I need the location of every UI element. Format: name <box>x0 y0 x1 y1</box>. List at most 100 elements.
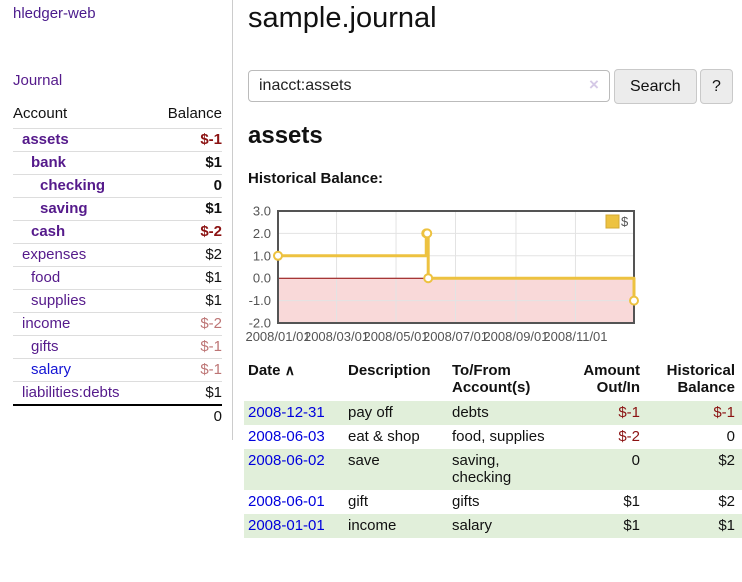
search-button[interactable]: Search <box>614 69 697 104</box>
account-balance: $-2 <box>151 312 222 336</box>
account-link-expenses[interactable]: expenses <box>22 246 87 263</box>
account-balance: $1 <box>151 381 222 405</box>
svg-text:2.0: 2.0 <box>253 226 271 241</box>
account-row: cash $-2 <box>13 220 222 244</box>
transaction-description: pay off <box>348 404 393 421</box>
account-link-checking[interactable]: checking <box>40 177 106 194</box>
account-balance: $-1 <box>151 358 222 382</box>
register-row: 2008-06-03 eat & shop food, supplies $-2… <box>244 425 742 449</box>
transaction-description: gift <box>348 493 369 510</box>
transaction-date-link[interactable]: 2008-06-02 <box>248 452 325 469</box>
account-balance: $-2 <box>151 220 222 244</box>
account-balance: 0 <box>151 174 222 198</box>
account-link-saving[interactable]: saving <box>40 200 88 217</box>
account-link-salary[interactable]: salary <box>31 361 72 378</box>
account-row: liabilities:debts $1 <box>13 381 222 405</box>
transaction-balance: $2 <box>718 452 735 469</box>
accounts-header-balance: Balance <box>167 105 222 122</box>
help-button[interactable]: ? <box>700 69 733 104</box>
account-link-gifts[interactable]: gifts <box>31 338 59 355</box>
transaction-amount: $1 <box>623 517 640 534</box>
svg-text:0.0: 0.0 <box>253 271 271 286</box>
account-row: gifts $-1 <box>13 335 222 359</box>
main-content: sample.journal × Search ? assets Histori… <box>244 0 742 582</box>
svg-text:1.0: 1.0 <box>253 248 271 263</box>
account-row: income $-2 <box>13 312 222 336</box>
account-link-supplies[interactable]: supplies <box>31 292 87 309</box>
account-link-liabilities-debts[interactable]: liabilities:debts <box>22 384 120 401</box>
account-row: expenses $2 <box>13 243 222 267</box>
account-row: assets $-1 <box>13 128 222 152</box>
account-balance: $1 <box>151 289 222 313</box>
transaction-description: eat & shop <box>348 428 420 445</box>
transaction-accounts: gifts <box>452 493 480 510</box>
account-link-cash[interactable]: cash <box>31 223 66 240</box>
accounts-table: Account Balance assets $-1 bank $1 check… <box>13 98 222 428</box>
transaction-date-link[interactable]: 2008-06-03 <box>248 428 325 445</box>
account-link-income[interactable]: income <box>22 315 71 332</box>
svg-text:2008/09/01: 2008/09/01 <box>483 329 548 344</box>
sidebar: hledger-web Journal Account Balance asse… <box>0 0 233 440</box>
accounts-total-row: 0 <box>13 404 222 428</box>
svg-text:$: $ <box>621 214 629 229</box>
transaction-accounts: salary <box>452 517 493 534</box>
account-balance: $1 <box>151 151 222 175</box>
account-row: checking 0 <box>13 174 222 198</box>
transaction-date-link[interactable]: 2008-01-01 <box>248 517 325 534</box>
transaction-amount: 0 <box>631 452 640 469</box>
account-link-bank[interactable]: bank <box>31 154 67 171</box>
register-row: 2008-01-01 income salary $1 $1 <box>244 514 742 538</box>
register-header-description: Description <box>348 362 431 379</box>
transaction-balance: 0 <box>726 428 735 445</box>
transaction-amount: $-1 <box>618 404 640 421</box>
transaction-amount: $-2 <box>618 428 640 445</box>
transaction-accounts: food, supplies <box>452 428 545 445</box>
svg-text:2008/01/01: 2008/01/01 <box>245 329 310 344</box>
register-row: 2008-12-31 pay off debts $-1 $-1 <box>244 401 742 425</box>
svg-text:-1.0: -1.0 <box>249 293 271 308</box>
brand-link[interactable]: hledger-web <box>13 5 96 22</box>
register-row: 2008-06-01 gift gifts $1 $2 <box>244 490 742 514</box>
account-row: supplies $1 <box>13 289 222 313</box>
transaction-balance: $1 <box>718 517 735 534</box>
clear-search-icon[interactable]: × <box>589 75 599 94</box>
transaction-accounts: debts <box>452 404 489 421</box>
account-balance: $2 <box>151 243 222 267</box>
register-header-account: To/From Account(s) <box>452 362 531 396</box>
accounts-total: 0 <box>151 404 222 428</box>
account-balance: $-1 <box>151 128 222 152</box>
account-balance: $1 <box>151 266 222 290</box>
account-balance: $1 <box>151 197 222 221</box>
transaction-accounts: saving, checking <box>452 452 512 486</box>
transaction-amount: $1 <box>623 493 640 510</box>
sidebar-item-journal[interactable]: Journal <box>13 72 63 89</box>
svg-text:2008/03/01: 2008/03/01 <box>304 329 369 344</box>
account-link-assets[interactable]: assets <box>22 131 69 148</box>
svg-text:2008/11/01: 2008/11/01 <box>543 329 607 344</box>
account-row: bank $1 <box>13 151 222 175</box>
account-balance: $-1 <box>151 335 222 359</box>
historical-balance-chart: $3.0 2.0 1.0 0.0 -1.0 -2.0 2008/01/01 2008/03/0… <box>245 203 648 353</box>
transaction-balance: $2 <box>718 493 735 510</box>
register-table: Date ∧ Description To/From Account(s) Am… <box>244 360 742 538</box>
accounts-header-account: Account <box>13 105 68 122</box>
transaction-date-link[interactable]: 2008-12-31 <box>248 404 325 421</box>
account-heading: assets <box>248 122 323 149</box>
svg-text:2008/07/01: 2008/07/01 <box>423 329 488 344</box>
register-header-balance: Historical Balance <box>666 362 735 396</box>
sort-asc-icon: ∧ <box>284 362 295 378</box>
account-row: saving $1 <box>13 197 222 221</box>
register-row: 2008-06-02 save saving, checking 0 $2 <box>244 449 742 490</box>
account-link-food[interactable]: food <box>31 269 61 286</box>
svg-text:2008/05/01: 2008/05/01 <box>363 329 428 344</box>
account-row: salary $-1 <box>13 358 222 382</box>
page-title: sample.journal <box>248 2 437 34</box>
register-header-date[interactable]: Date ∧ <box>248 362 295 379</box>
transaction-date-link[interactable]: 2008-06-01 <box>248 493 325 510</box>
transaction-balance: $-1 <box>713 404 735 421</box>
transaction-description: income <box>348 517 397 534</box>
account-row: food $1 <box>13 266 222 290</box>
svg-text:3.0: 3.0 <box>253 204 271 219</box>
search-input[interactable] <box>248 70 610 102</box>
chart-heading: Historical Balance: <box>248 170 384 187</box>
